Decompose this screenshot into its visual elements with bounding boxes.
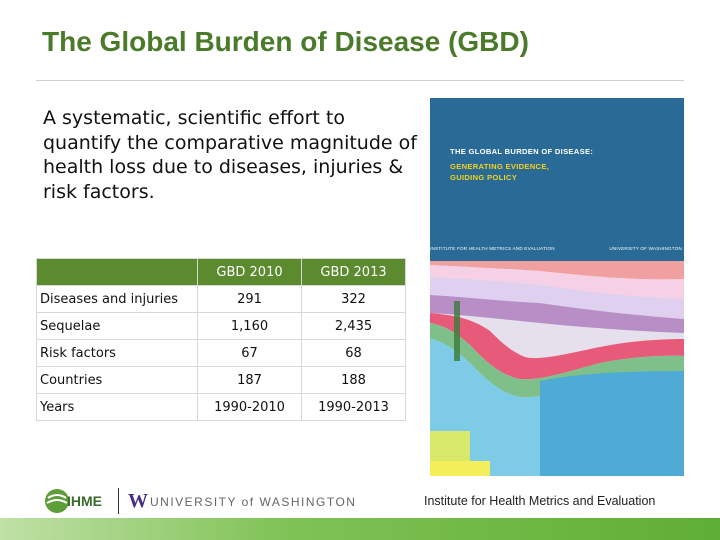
row-label: Sequelae bbox=[36, 312, 198, 340]
cell-gbd-2013: 68 bbox=[301, 339, 406, 367]
footer-divider bbox=[118, 488, 119, 514]
table-row: Risk factors 67 68 bbox=[36, 339, 406, 367]
cover-stacked-area-art bbox=[430, 261, 684, 476]
cover-subtitle-line2: GUIDING POLICY bbox=[450, 172, 518, 182]
table-row: Countries 187 188 bbox=[36, 366, 406, 394]
cell-gbd-2010: 67 bbox=[197, 339, 302, 367]
cover-subtitle: GENERATING EVIDENCE, GUIDING POLICY bbox=[450, 162, 549, 183]
cell-gbd-2010: 1,160 bbox=[197, 312, 302, 340]
cell-gbd-2013: 2,435 bbox=[301, 312, 406, 340]
header-gbd-2013: GBD 2013 bbox=[301, 258, 406, 286]
gbd-comparison-table: GBD 2010 GBD 2013 Diseases and injuries … bbox=[36, 258, 406, 421]
ihme-logo-text: IHME bbox=[67, 493, 102, 509]
slide-title: The Global Burden of Disease (GBD) bbox=[42, 26, 529, 57]
cover-title: THE GLOBAL BURDEN OF DISEASE: bbox=[450, 147, 594, 156]
title-divider bbox=[36, 80, 684, 81]
description: A systematic, scientific effort to quant… bbox=[43, 107, 417, 203]
table-row: Years 1990-2010 1990-2013 bbox=[36, 393, 406, 421]
table-row: Sequelae 1,160 2,435 bbox=[36, 312, 406, 340]
cell-gbd-2010: 1990-2010 bbox=[197, 393, 302, 421]
report-cover-image: THE GLOBAL BURDEN OF DISEASE: GENERATING… bbox=[430, 98, 684, 476]
institute-name: Institute for Health Metrics and Evaluat… bbox=[424, 494, 656, 508]
header-blank bbox=[36, 258, 198, 286]
row-label: Diseases and injuries bbox=[36, 285, 198, 313]
bottom-accent-bar bbox=[0, 518, 720, 540]
row-label: Risk factors bbox=[36, 339, 198, 367]
table-row: Diseases and injuries 291 322 bbox=[36, 285, 406, 313]
cell-gbd-2013: 1990-2013 bbox=[301, 393, 406, 421]
uw-w-logo: W bbox=[128, 490, 148, 512]
cell-gbd-2013: 188 bbox=[301, 366, 406, 394]
cell-gbd-2013: 322 bbox=[301, 285, 406, 313]
header-gbd-2010: GBD 2010 bbox=[197, 258, 302, 286]
cover-header-panel: THE GLOBAL BURDEN OF DISEASE: GENERATING… bbox=[430, 98, 684, 261]
university-name: UNIVERSITY of WASHINGTON bbox=[150, 495, 357, 509]
cell-gbd-2010: 291 bbox=[197, 285, 302, 313]
cover-institute: INSTITUTE FOR HEALTH METRICS AND EVALUAT… bbox=[430, 246, 555, 251]
row-label: Countries bbox=[36, 366, 198, 394]
cell-gbd-2010: 187 bbox=[197, 366, 302, 394]
table-header-row: GBD 2010 GBD 2013 bbox=[36, 258, 406, 286]
ihme-globe-logo-icon bbox=[45, 489, 69, 513]
cover-university: UNIVERSITY OF WASHINGTON bbox=[609, 246, 682, 251]
row-label: Years bbox=[36, 393, 198, 421]
cover-subtitle-line1: GENERATING EVIDENCE, bbox=[450, 162, 550, 171]
